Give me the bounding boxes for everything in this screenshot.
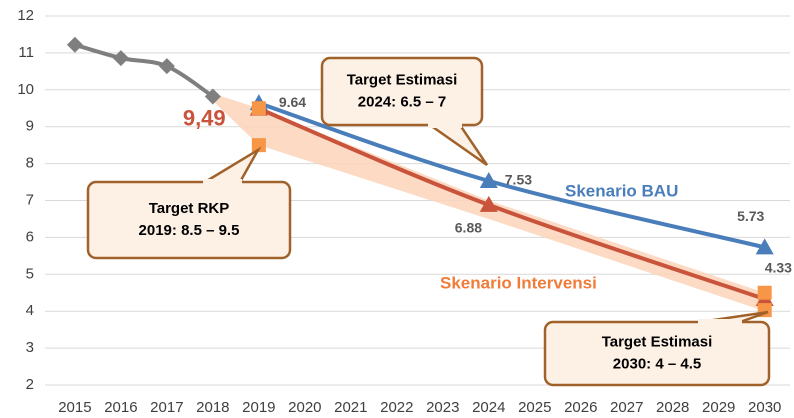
x-tick-label: 2022: [380, 399, 413, 416]
callout-cover: [428, 122, 462, 128]
y-tick-label: 8: [26, 155, 34, 172]
y-tick-label: 12: [17, 7, 34, 24]
marker: [757, 285, 772, 300]
y-tick-label: 4: [26, 302, 34, 319]
marker: [251, 101, 266, 116]
marker: [479, 195, 498, 212]
value-label: 7.53: [505, 172, 532, 188]
x-tick-label: 2030: [748, 399, 781, 416]
marker: [755, 238, 774, 255]
callout-text: Target Estimasi: [602, 333, 713, 350]
value-label: 9.64: [279, 94, 306, 110]
callout-text: 2024: 6.5 – 7: [358, 93, 446, 110]
marker: [251, 138, 266, 153]
series-label: Skenario Intervensi: [440, 273, 597, 292]
x-tick-label: 2023: [426, 399, 459, 416]
x-tick-label: 2026: [564, 399, 597, 416]
marker: [204, 88, 221, 105]
x-tick-label: 2018: [196, 399, 229, 416]
y-tick-label: 9: [26, 118, 34, 135]
callout-text: 2030: 4 – 4.5: [613, 355, 701, 372]
callout: Target Estimasi 2030: 4 – 4.5: [543, 310, 771, 387]
callout: Target RKP 2019: 8.5 – 9.5: [86, 146, 292, 260]
callout-cover: [698, 319, 742, 325]
series-label: Skenario BAU: [565, 181, 678, 200]
callout-text: Target Estimasi: [347, 71, 458, 88]
x-tick-label: 2019: [242, 399, 275, 416]
callout-box: [86, 180, 292, 260]
marker: [158, 58, 175, 75]
y-tick-label: 7: [26, 191, 34, 208]
callout-cover: [203, 179, 242, 185]
callout-box: [320, 56, 484, 127]
marker: [66, 36, 83, 53]
value-label: 4.33: [765, 260, 792, 276]
value-label: 6.88: [455, 220, 482, 236]
y-tick-label: 6: [26, 228, 34, 245]
x-tick-label: 2027: [610, 399, 643, 416]
callout: Target Estimasi 2024: 6.5 – 7: [320, 56, 489, 167]
value-label: 5.73: [737, 208, 764, 224]
callout-pointer: [200, 146, 262, 184]
x-tick-label: 2029: [702, 399, 735, 416]
marker: [479, 171, 498, 188]
x-tick-label: 2017: [150, 399, 183, 416]
x-tick-label: 2025: [518, 399, 551, 416]
callout-pointer: [426, 123, 489, 167]
callout-text: Target RKP: [149, 200, 230, 217]
x-tick-label: 2021: [334, 399, 367, 416]
y-tick-label: 2: [26, 376, 34, 393]
x-tick-label: 2028: [656, 399, 689, 416]
y-tick-label: 11: [18, 44, 34, 61]
x-tick-label: 2015: [58, 399, 91, 416]
y-tick-label: 10: [17, 81, 34, 98]
x-tick-label: 2016: [104, 399, 137, 416]
value-label: 9,49: [183, 105, 226, 130]
y-tick-label: 3: [26, 339, 34, 356]
y-tick-label: 5: [26, 265, 34, 282]
callout-box: [543, 320, 771, 387]
callout-text: 2019: 8.5 – 9.5: [139, 222, 240, 239]
series-line: [74, 42, 214, 99]
x-tick-label: 2020: [288, 399, 321, 416]
x-tick-label: 2024: [472, 399, 505, 416]
marker: [112, 50, 129, 67]
